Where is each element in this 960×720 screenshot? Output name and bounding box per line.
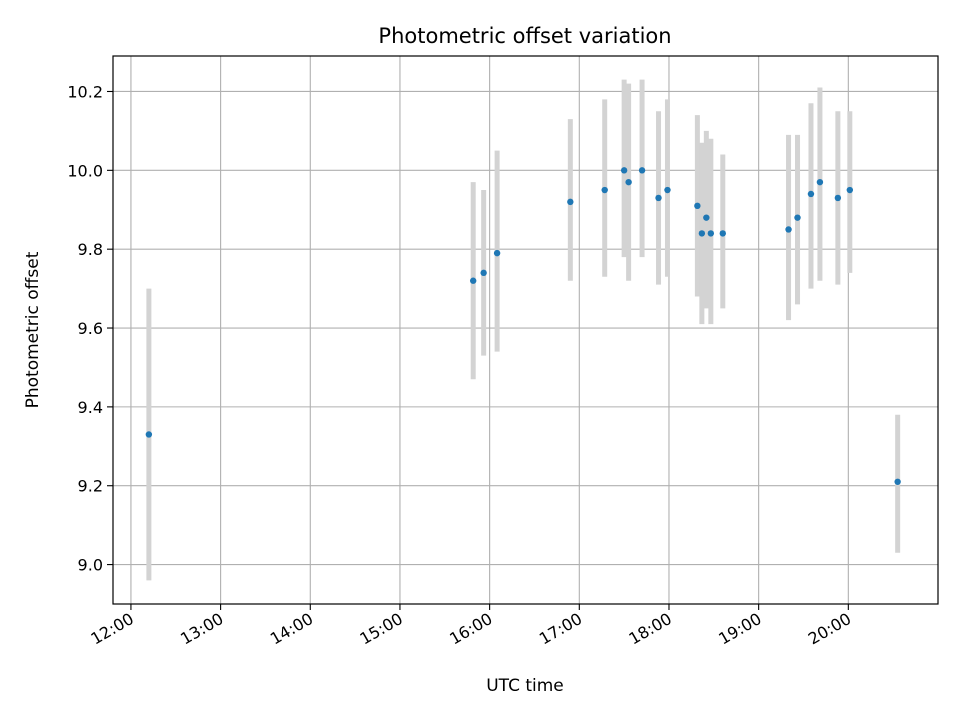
data-point	[894, 478, 901, 485]
y-axis-label: Photometric offset	[23, 251, 43, 408]
y-tick-label: 9.2	[78, 477, 103, 496]
x-axis-label: UTC time	[486, 676, 564, 696]
plot-area-frame	[112, 55, 939, 605]
data-point	[664, 186, 671, 194]
y-tick-label: 9.0	[78, 556, 103, 575]
data-point	[703, 214, 710, 221]
data-point	[493, 249, 501, 257]
data-point	[807, 190, 815, 198]
data-point	[816, 178, 824, 186]
data-point	[794, 214, 801, 221]
data-point	[698, 230, 706, 237]
data-point	[601, 186, 608, 194]
y-tick-label: 9.6	[78, 319, 103, 338]
data-point	[620, 167, 628, 174]
data-point	[834, 194, 842, 202]
data-point	[638, 167, 646, 174]
chart-title: Photometric offset variation	[378, 24, 671, 48]
y-tick-label: 10.0	[67, 161, 103, 180]
data-point	[785, 226, 792, 233]
y-tick-label: 9.4	[78, 398, 103, 417]
data-point	[480, 269, 487, 277]
data-point	[655, 194, 662, 202]
data-point	[707, 230, 715, 237]
data-point	[694, 202, 701, 210]
data-point	[567, 198, 574, 206]
y-tick-label: 10.2	[67, 82, 103, 101]
data-point	[625, 178, 632, 186]
y-tick-label: 9.8	[78, 240, 103, 259]
data-point	[846, 186, 854, 194]
data-point	[469, 277, 477, 284]
data-point	[145, 431, 153, 438]
data-points	[145, 167, 901, 485]
data-point	[719, 230, 726, 237]
